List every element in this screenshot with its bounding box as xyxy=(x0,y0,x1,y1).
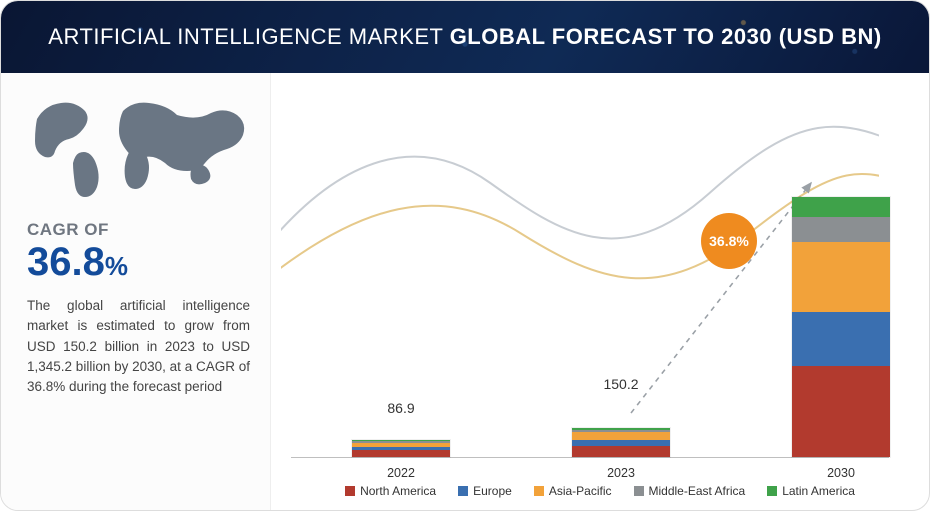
legend-swatch-icon xyxy=(345,486,355,496)
cagr-value: 36.8% xyxy=(27,242,250,282)
legend-item-mea: Middle-East Africa xyxy=(634,484,746,498)
segment-asia_pacific xyxy=(572,432,670,439)
chart-column: 36.8% 86.92022150.220231,345.22030 North… xyxy=(271,73,929,511)
bar-value-label: 86.9 xyxy=(351,400,451,416)
bar-group-2023: 150.22023 xyxy=(571,427,671,458)
body-row: CAGR OF 36.8% The global artificial inte… xyxy=(1,73,929,511)
legend-swatch-icon xyxy=(534,486,544,496)
cagr-label: CAGR OF xyxy=(27,220,250,240)
bar-year-label: 2030 xyxy=(791,466,891,480)
legend-item-europe: Europe xyxy=(458,484,512,498)
title-light: ARTIFICIAL INTELLIGENCE MARKET xyxy=(48,24,449,49)
header-title: ARTIFICIAL INTELLIGENCE MARKET GLOBAL FO… xyxy=(48,24,881,50)
bar-year-label: 2023 xyxy=(571,466,671,480)
legend-label: Latin America xyxy=(782,484,855,498)
bar-stack xyxy=(791,196,891,458)
chart-area: 36.8% 86.92022 150.22023 1,345.22030 xyxy=(291,93,889,458)
legend-swatch-icon xyxy=(458,486,468,496)
chart-legend: North America Europe Asia-Pacific Middle-Ea… xyxy=(271,484,929,498)
bar-value-label: 150.2 xyxy=(571,376,671,392)
legend-item-north_america: North America xyxy=(345,484,436,498)
swoosh-lines-icon xyxy=(281,93,879,313)
cagr-badge-text: 36.8% xyxy=(709,233,749,249)
cagr-badge: 36.8% xyxy=(701,213,757,269)
cagr-percent-sign: % xyxy=(105,251,128,281)
legend-label: Asia-Pacific xyxy=(549,484,612,498)
title-bold: GLOBAL FORECAST TO 2030 (USD BN) xyxy=(450,24,882,49)
header-banner: ARTIFICIAL INTELLIGENCE MARKET GLOBAL FO… xyxy=(1,1,929,73)
bar-year-label: 2022 xyxy=(351,466,451,480)
legend-label: Middle-East Africa xyxy=(649,484,746,498)
left-column: CAGR OF 36.8% The global artificial inte… xyxy=(1,73,271,511)
legend-swatch-icon xyxy=(634,486,644,496)
segment-europe xyxy=(792,312,890,366)
segment-mea xyxy=(792,217,890,242)
bar-stack xyxy=(571,427,671,458)
segment-north_america xyxy=(572,446,670,457)
legend-item-latam: Latin America xyxy=(767,484,855,498)
cagr-number: 36.8 xyxy=(27,240,105,284)
infographic-container: ARTIFICIAL INTELLIGENCE MARKET GLOBAL FO… xyxy=(0,0,930,511)
legend-label: Europe xyxy=(473,484,512,498)
world-map-icon xyxy=(27,91,257,201)
legend-label: North America xyxy=(360,484,436,498)
legend-item-asia_pacific: Asia-Pacific xyxy=(534,484,612,498)
bar-group-2022: 86.92022 xyxy=(351,439,451,458)
description-text: The global artificial intelligence marke… xyxy=(27,296,250,397)
legend-swatch-icon xyxy=(767,486,777,496)
segment-latam xyxy=(792,197,890,217)
segment-north_america xyxy=(352,450,450,457)
segment-north_america xyxy=(792,366,890,457)
segment-asia_pacific xyxy=(792,242,890,312)
bar-stack xyxy=(351,439,451,458)
bar-group-2030: 1,345.22030 xyxy=(791,196,891,458)
